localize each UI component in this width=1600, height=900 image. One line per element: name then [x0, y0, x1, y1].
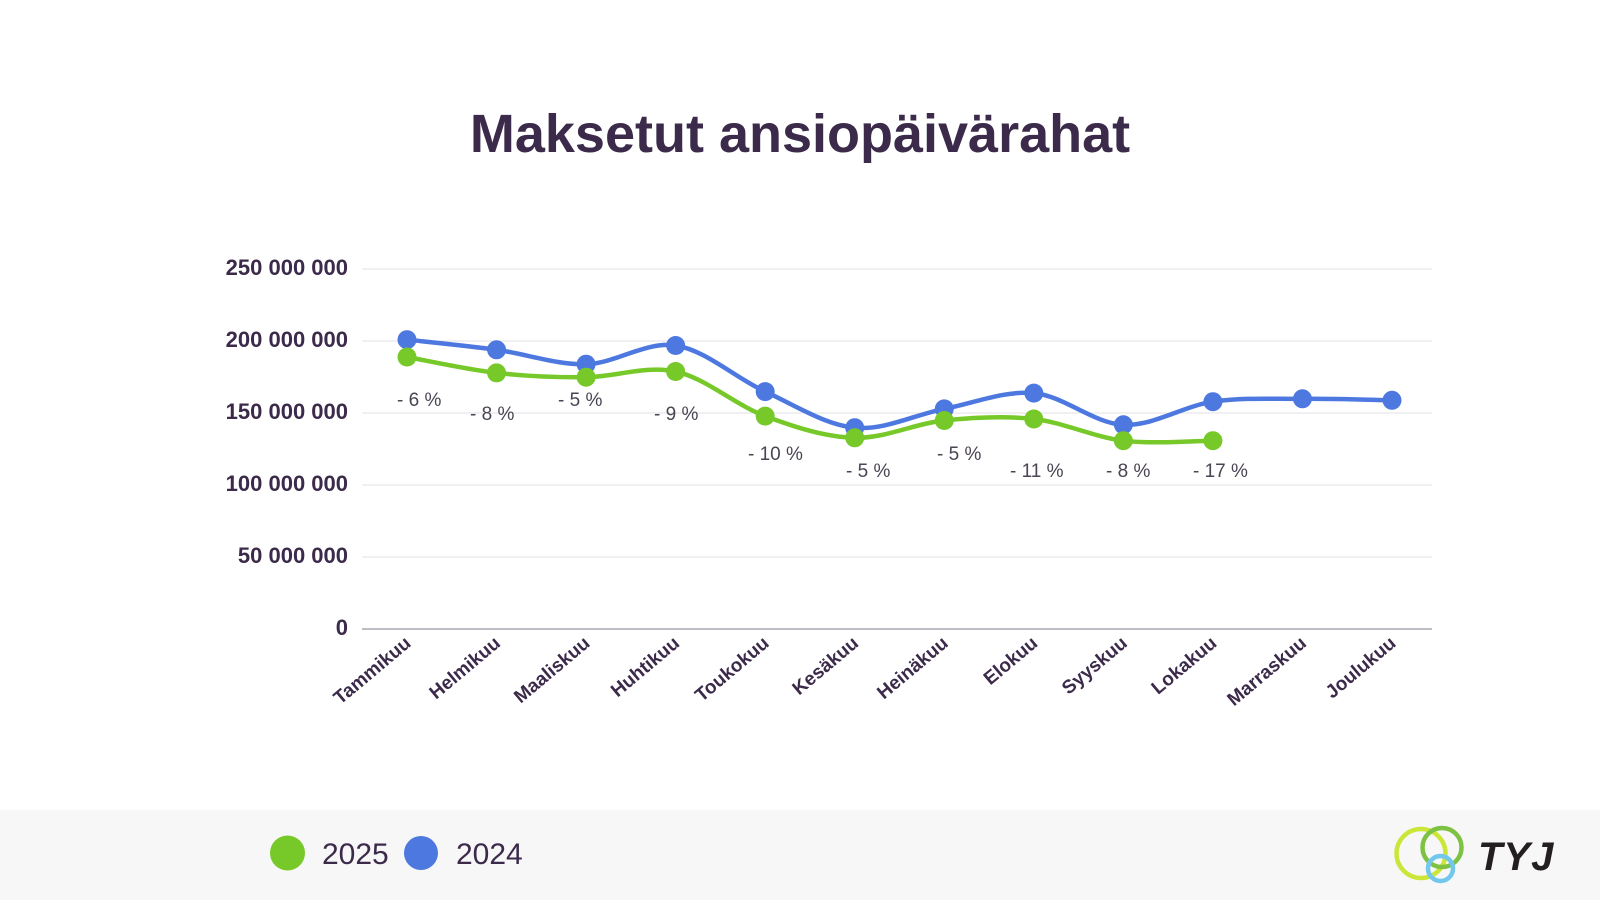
svg-text:0: 0: [336, 615, 348, 640]
svg-text:- 6 %: - 6 %: [397, 390, 441, 411]
svg-text:Tammikuu: Tammikuu: [330, 633, 415, 709]
svg-text:- 5 %: - 5 %: [937, 444, 981, 465]
svg-text:Helmikuu: Helmikuu: [426, 633, 505, 704]
svg-text:TYJ: TYJ: [1478, 835, 1554, 879]
svg-text:- 17 %: - 17 %: [1193, 461, 1248, 482]
svg-text:Kesäkuu: Kesäkuu: [789, 633, 863, 700]
svg-text:50 000 000: 50 000 000: [238, 543, 348, 568]
svg-text:Lokakuu: Lokakuu: [1148, 633, 1221, 699]
svg-text:- 11 %: - 11 %: [1010, 461, 1064, 482]
svg-text:- 5 %: - 5 %: [558, 390, 602, 411]
svg-text:150 000 000: 150 000 000: [226, 399, 348, 424]
svg-text:2024: 2024: [456, 838, 523, 871]
svg-text:Toukokuu: Toukokuu: [691, 633, 773, 707]
svg-text:200 000 000: 200 000 000: [226, 327, 348, 352]
svg-text:Marraskuu: Marraskuu: [1224, 633, 1311, 711]
svg-text:250 000 000: 250 000 000: [226, 255, 348, 280]
svg-text:- 10 %: - 10 %: [748, 444, 803, 465]
svg-text:- 5 %: - 5 %: [846, 461, 890, 482]
svg-text:Elokuu: Elokuu: [980, 633, 1042, 690]
svg-text:100 000 000: 100 000 000: [226, 471, 348, 496]
svg-text:Joulukuu: Joulukuu: [1322, 633, 1400, 703]
svg-text:Maaliskuu: Maaliskuu: [510, 633, 594, 708]
svg-text:Huhtikuu: Huhtikuu: [607, 633, 684, 702]
svg-text:Heinäkuu: Heinäkuu: [873, 633, 952, 704]
svg-text:Syyskuu: Syyskuu: [1058, 633, 1131, 699]
svg-text:- 8 %: - 8 %: [1106, 461, 1150, 482]
svg-text:- 9 %: - 9 %: [654, 404, 698, 425]
svg-text:- 8 %: - 8 %: [470, 404, 514, 425]
svg-text:2025: 2025: [322, 838, 389, 871]
